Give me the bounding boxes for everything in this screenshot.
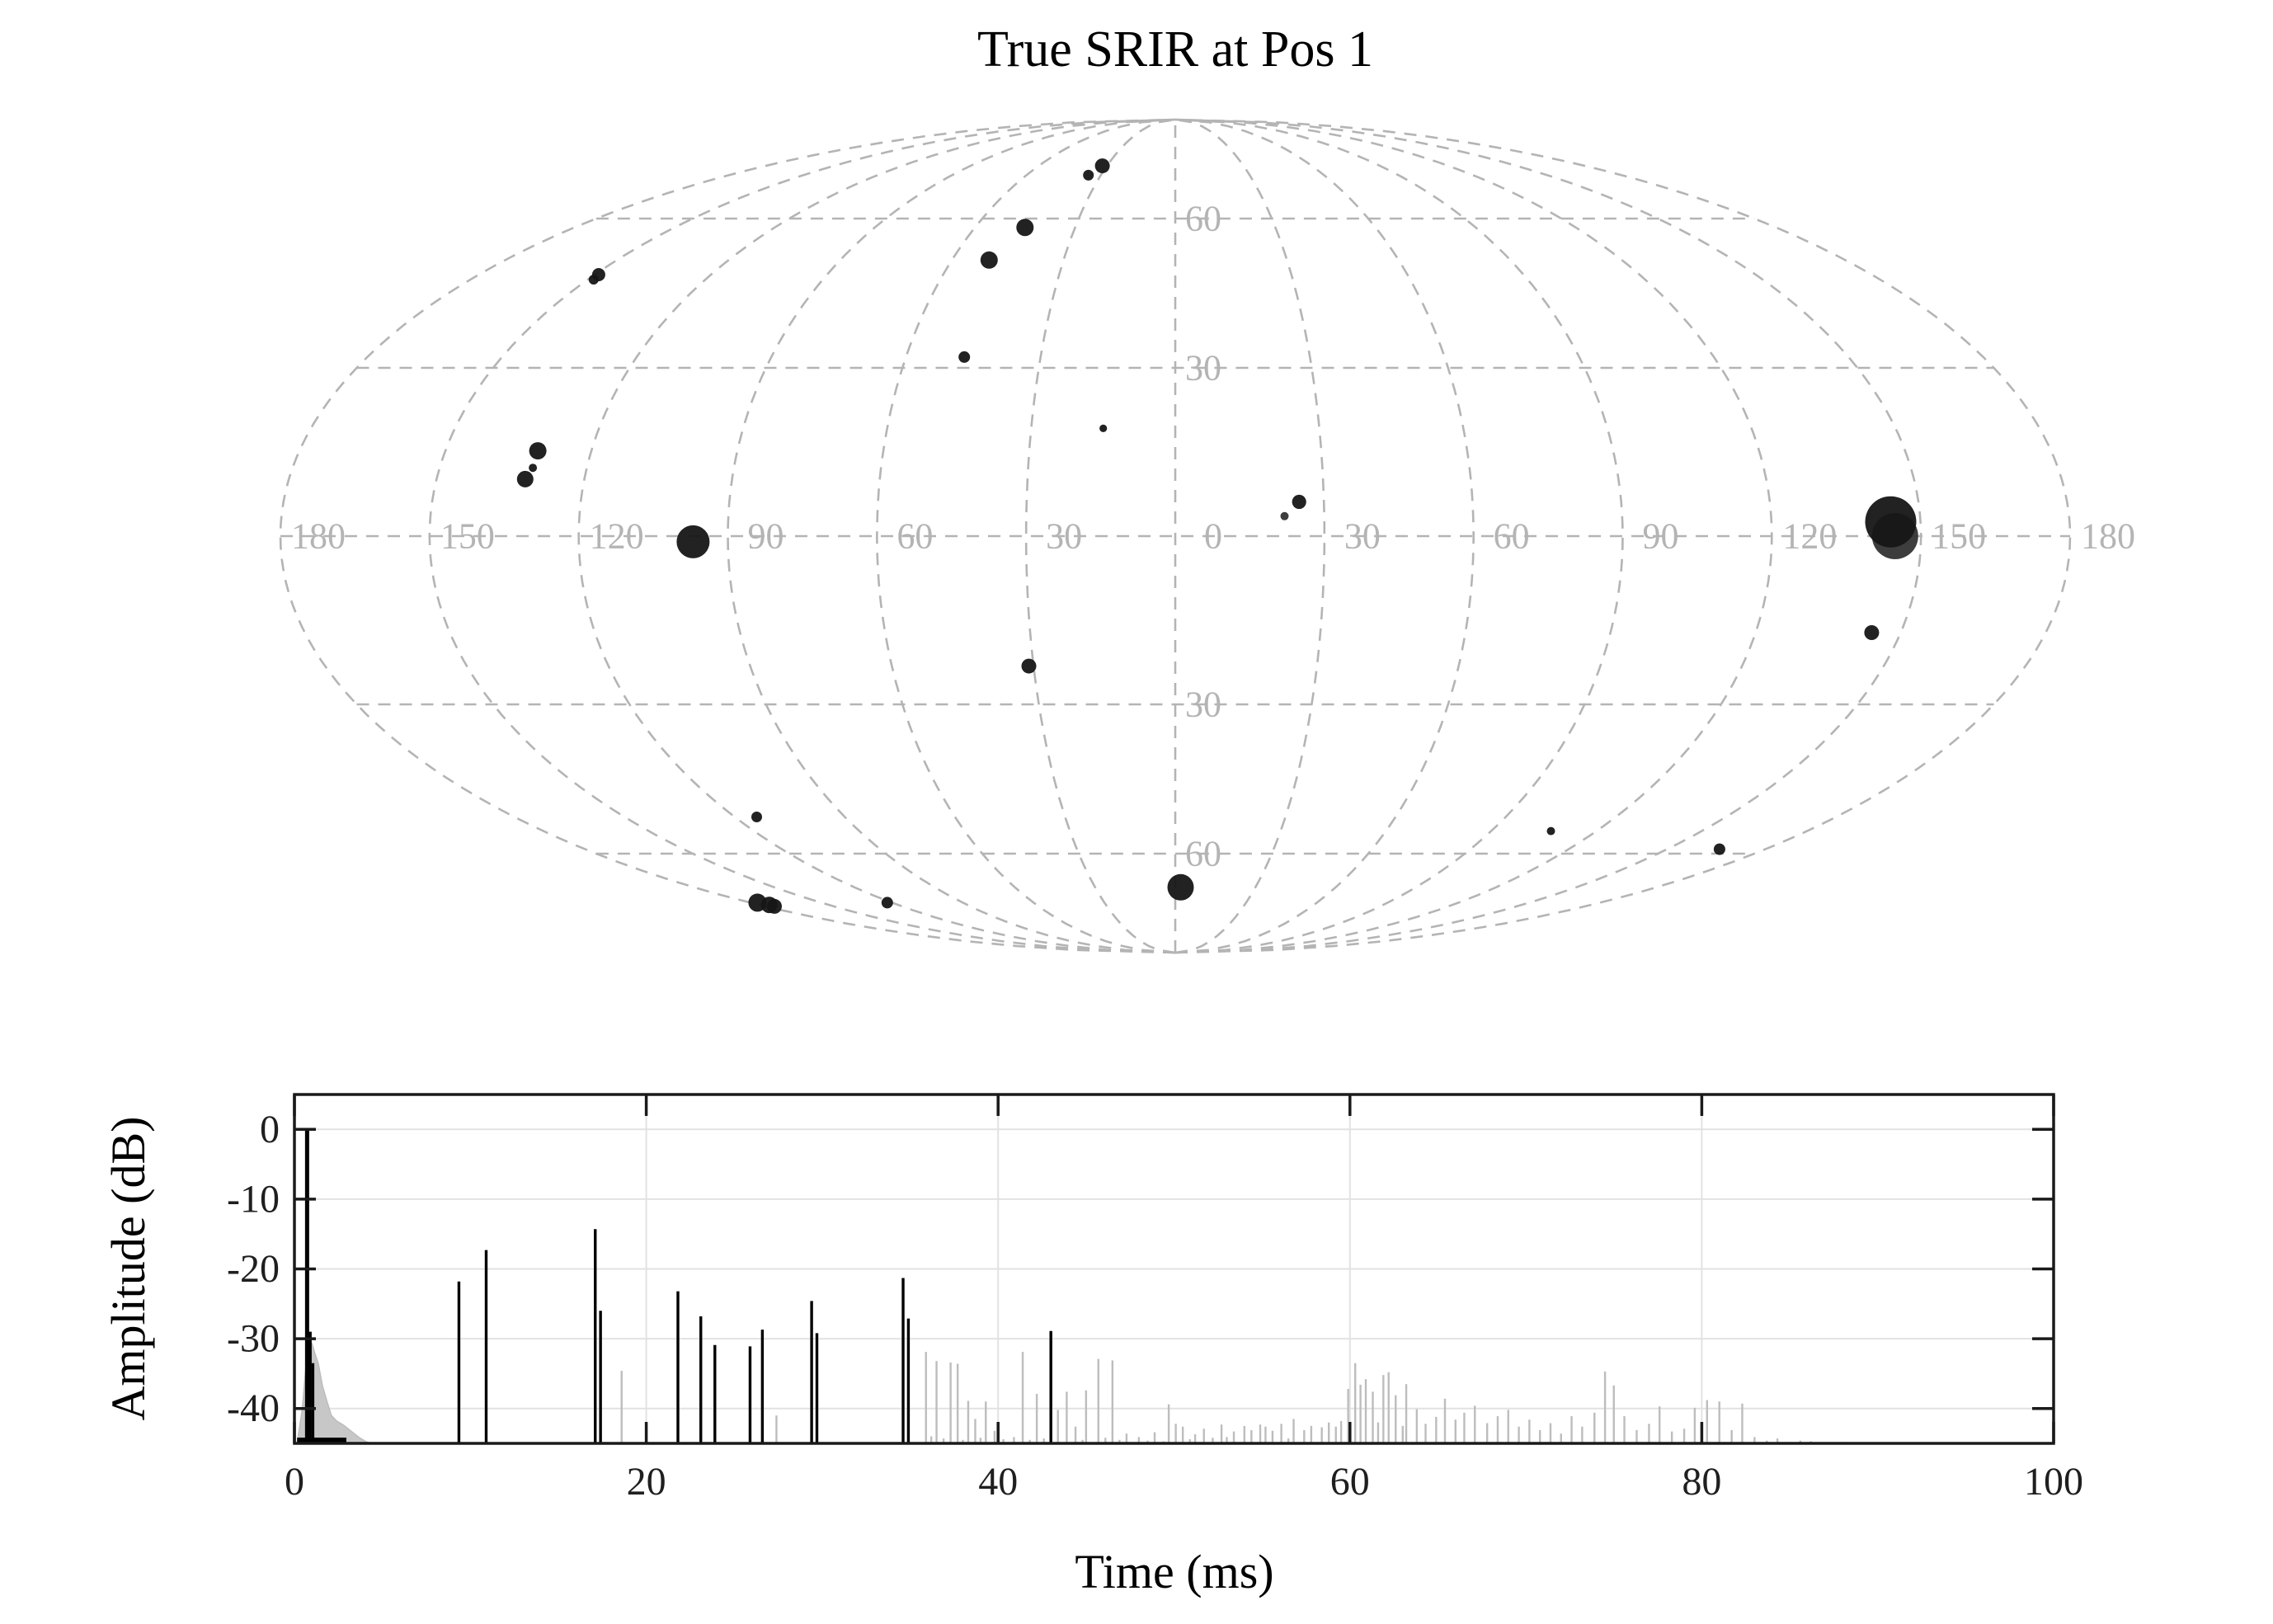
y-tick-label: -10: [227, 1177, 280, 1221]
stem-gridlines: [294, 1094, 2054, 1443]
stem-tick-labels: 0 20 40 60 80 100 0 -10 -20 -30 -40: [227, 1108, 2083, 1504]
map-point: [676, 525, 710, 558]
map-point: [1865, 496, 1917, 548]
stem-ticks: [293, 1094, 2055, 1443]
equator-longitude-label: 120: [590, 516, 644, 557]
map-point: [881, 897, 893, 909]
meridian-latitude-label: 30: [1185, 685, 1221, 725]
meridian-latitude-label: 60: [1185, 198, 1221, 238]
map-point: [1083, 169, 1094, 181]
map-point: [1021, 658, 1037, 674]
equator-longitude-label: 180: [291, 516, 346, 557]
map-point: [1864, 625, 1880, 640]
map-point: [767, 898, 782, 914]
equator-longitude-label: 90: [748, 516, 784, 557]
map-labels-layer: 180 150 120 90 60 30 0 30 60 90 120 150 180 60 30 30 60: [291, 198, 2135, 873]
stem-subplot: 0 20 40 60 80 100 0 -10 -20 -30 -40 Time (ms) Ampl…: [101, 1093, 2083, 1598]
equator-longitude-label: 60: [896, 516, 933, 557]
equator-longitude-label: 150: [440, 516, 495, 557]
meridian-latitude-label: 60: [1185, 834, 1221, 874]
x-axis-label: Time (ms): [1075, 1545, 1273, 1598]
map-point: [1713, 843, 1725, 855]
graticule: [279, 118, 2072, 954]
x-tick-label: 0: [285, 1460, 304, 1504]
x-tick-label: 20: [627, 1460, 666, 1504]
map-point: [1280, 511, 1289, 520]
y-tick-label: -40: [227, 1386, 280, 1430]
equator-longitude-label: 150: [1932, 516, 1986, 557]
x-tick-label: 80: [1682, 1460, 1721, 1504]
equator-longitude-label: 60: [1494, 516, 1530, 557]
map-point: [1016, 219, 1034, 237]
figure-title: True SRIR at Pos 1: [977, 21, 1373, 78]
equator-longitude-label: 0: [1204, 516, 1222, 557]
map-point: [1167, 873, 1194, 901]
y-tick-label: -20: [227, 1247, 280, 1291]
map-points-layer: [516, 158, 1918, 914]
x-tick-label: 40: [978, 1460, 1018, 1504]
map-point: [751, 812, 762, 822]
stem-series-layer: [296, 1129, 1871, 1444]
map-point: [1099, 424, 1108, 433]
map-point: [1292, 494, 1306, 510]
x-tick-label: 100: [2024, 1460, 2083, 1504]
map-point: [529, 464, 538, 473]
map-point: [958, 351, 971, 363]
map-point: [980, 251, 998, 269]
equator-longitude-label: 90: [1643, 516, 1679, 557]
equator-longitude-label: 120: [1782, 516, 1837, 557]
y-tick-label: 0: [260, 1108, 280, 1151]
map-point: [529, 442, 547, 460]
meridian-latitude-label: 30: [1185, 347, 1221, 388]
map-point: [1546, 826, 1555, 836]
map-point: [516, 470, 534, 487]
equator-longitude-label: 180: [2081, 516, 2135, 557]
early-baseline: [297, 1438, 346, 1443]
y-axis-label: Amplitude (dB): [101, 1117, 155, 1421]
y-tick-label: -30: [227, 1317, 280, 1361]
x-tick-label: 60: [1330, 1460, 1370, 1504]
map-point: [588, 275, 599, 285]
map-subplot: 180 150 120 90 60 30 0 30 60 90 120 150 18060303060 …: [279, 21, 2135, 954]
graticule-meridian: [577, 118, 1176, 954]
equator-longitude-label: 30: [1344, 516, 1381, 557]
map-point: [1094, 158, 1110, 174]
equator-longitude-label: 30: [1046, 516, 1082, 557]
